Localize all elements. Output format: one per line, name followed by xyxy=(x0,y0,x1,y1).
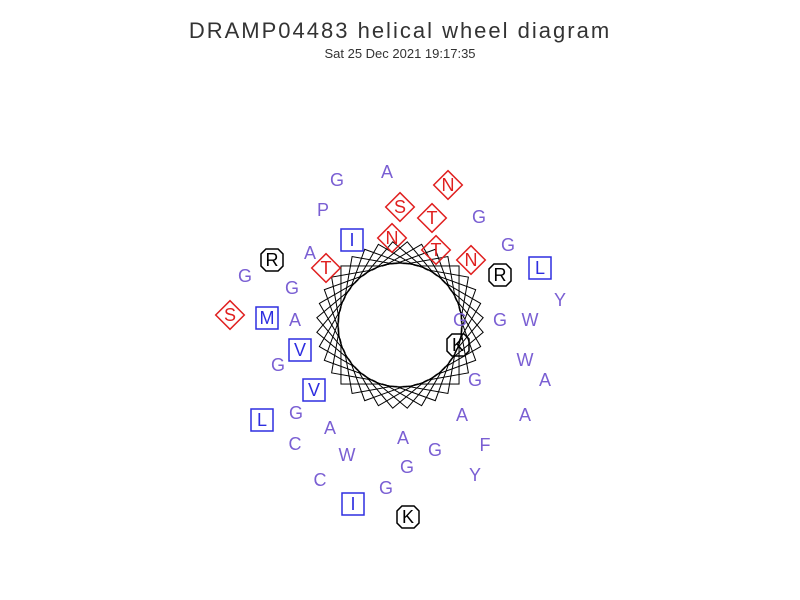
residue-label: A xyxy=(324,418,336,438)
residue-label: T xyxy=(321,258,332,278)
residue-label: W xyxy=(517,350,534,370)
residue-label: G xyxy=(238,266,252,286)
residue-label: A xyxy=(539,370,551,390)
residue-label: A xyxy=(381,162,393,182)
residue-label: F xyxy=(480,435,491,455)
residue-label: A xyxy=(397,428,409,448)
residue-label: R xyxy=(266,250,279,270)
residue-label: G xyxy=(271,355,285,375)
residue-label: G xyxy=(289,403,303,423)
residue-label: L xyxy=(535,258,545,278)
residue-label: P xyxy=(317,200,329,220)
residue-label: L xyxy=(257,410,267,430)
residue-label: G xyxy=(453,310,467,330)
residue-label: V xyxy=(294,340,306,360)
residue-label: K xyxy=(452,335,464,355)
residue-label: T xyxy=(427,208,438,228)
residue-label: G xyxy=(400,457,414,477)
residue-label: Y xyxy=(469,465,481,485)
residue-label: S xyxy=(224,305,236,325)
residue-label: G xyxy=(493,310,507,330)
residue-label: I xyxy=(350,494,355,514)
residue-label: V xyxy=(308,380,320,400)
residue-label: G xyxy=(330,170,344,190)
residue-label: I xyxy=(349,230,354,250)
residue-label: N xyxy=(465,250,478,270)
residue-label: A xyxy=(456,405,468,425)
residue-label: Y xyxy=(554,290,566,310)
residue-label: R xyxy=(494,265,507,285)
residue-label: G xyxy=(285,278,299,298)
residue-label: A xyxy=(519,405,531,425)
residue-label: G xyxy=(468,370,482,390)
residue-label: W xyxy=(339,445,356,465)
helical-wheel-diagram: GKGWYWAGAAFGYGAGKWIACCGLVGVAMSGRGATIPGSA… xyxy=(0,0,800,600)
residue-label: S xyxy=(394,197,406,217)
residue-label: C xyxy=(314,470,327,490)
residue-label: T xyxy=(431,240,442,260)
residue-label: N xyxy=(442,175,455,195)
residue-label: G xyxy=(379,478,393,498)
residue-label: C xyxy=(289,434,302,454)
center-mask xyxy=(339,264,461,386)
residue-label: G xyxy=(428,440,442,460)
residue-label: K xyxy=(402,507,414,527)
residue-label: A xyxy=(304,243,316,263)
residue-label: G xyxy=(472,207,486,227)
residue-label: A xyxy=(289,310,301,330)
residue-label: N xyxy=(386,228,399,248)
residue-label: W xyxy=(522,310,539,330)
residue-label: M xyxy=(260,308,275,328)
residue-label: G xyxy=(501,235,515,255)
